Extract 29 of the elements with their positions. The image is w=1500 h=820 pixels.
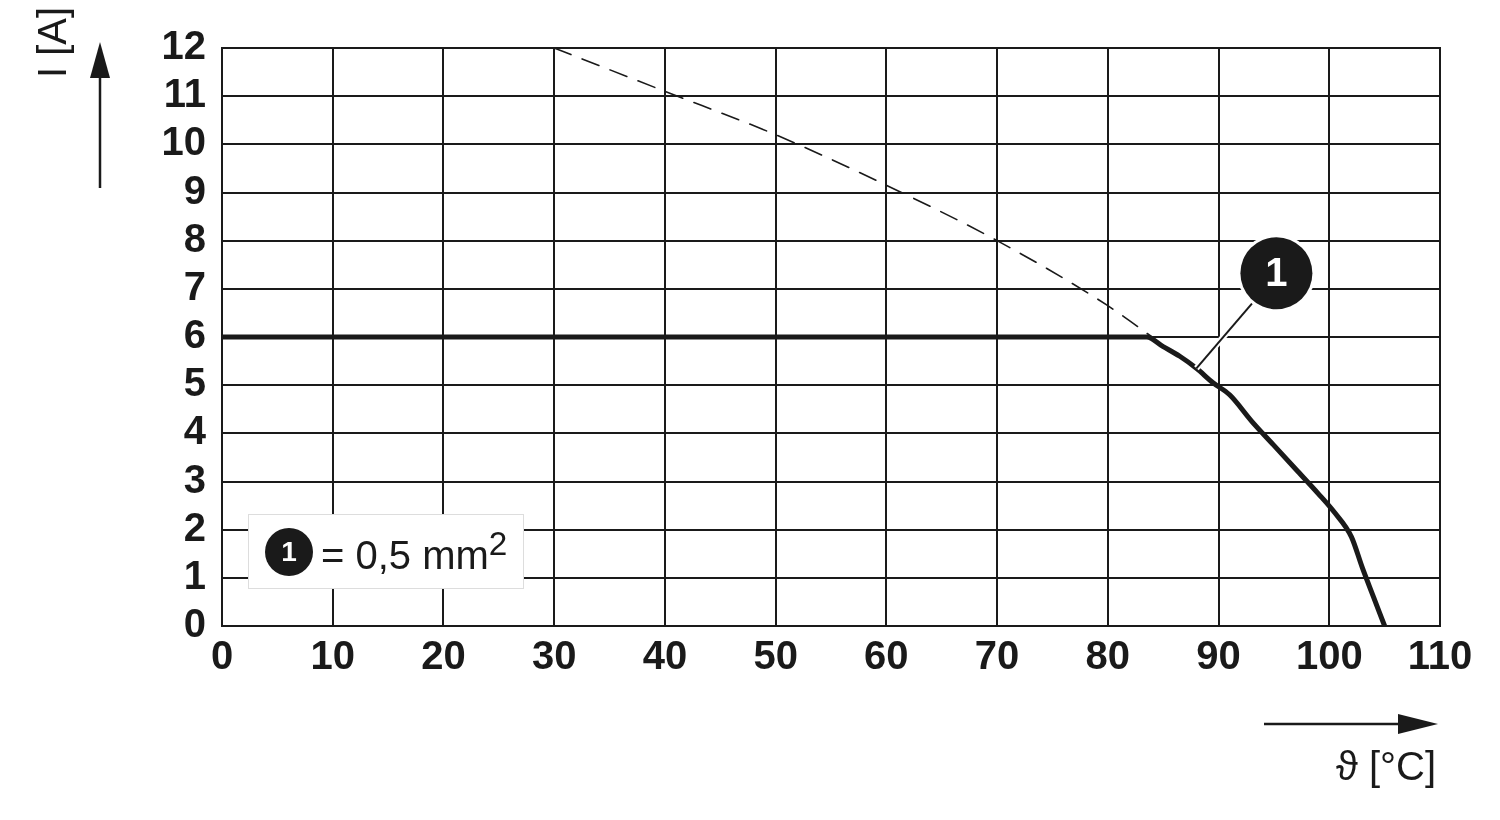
y-tick-label: 12	[161, 23, 206, 68]
y-tick-label: 11	[163, 71, 206, 116]
x-tick-label: 100	[1295, 633, 1363, 678]
x-tick-label: 30	[531, 633, 577, 678]
annotation: = 0,5 mm$^{2}$	[321, 525, 508, 579]
x-axis-title: ϑ [°C]	[1335, 744, 1436, 789]
y-tick-label: 6	[183, 312, 206, 357]
y-tick-label: 9	[183, 167, 206, 212]
text: 1	[1265, 250, 1288, 295]
y-tick-label: 1	[183, 552, 206, 597]
numbered-badge: 1	[265, 527, 313, 576]
x-tick-label: 80	[1085, 633, 1131, 678]
x-tick-label: 60	[864, 633, 909, 678]
x-tick-label: 90	[1196, 633, 1241, 678]
y-tick-label: 10	[161, 119, 206, 164]
y-tick-label: 0	[183, 601, 206, 646]
y-tick-label: 3	[183, 456, 206, 501]
x-tick-label: 50	[753, 633, 798, 678]
x-tick-label: 10	[310, 633, 355, 678]
y-tick-label: 5	[183, 360, 206, 405]
x-tick-label: 20	[421, 633, 466, 678]
y-tick-label: 2	[183, 504, 206, 549]
y-axis-title: I [A]	[29, 6, 75, 78]
y-tick-label: 7	[183, 263, 206, 308]
y-tick-label: 4	[183, 408, 207, 453]
x-tick-label: 40	[642, 633, 688, 678]
y-tick-label: 8	[183, 215, 206, 260]
x-tick-label: 70	[974, 633, 1020, 678]
x-tick-label: 110	[1407, 633, 1473, 678]
